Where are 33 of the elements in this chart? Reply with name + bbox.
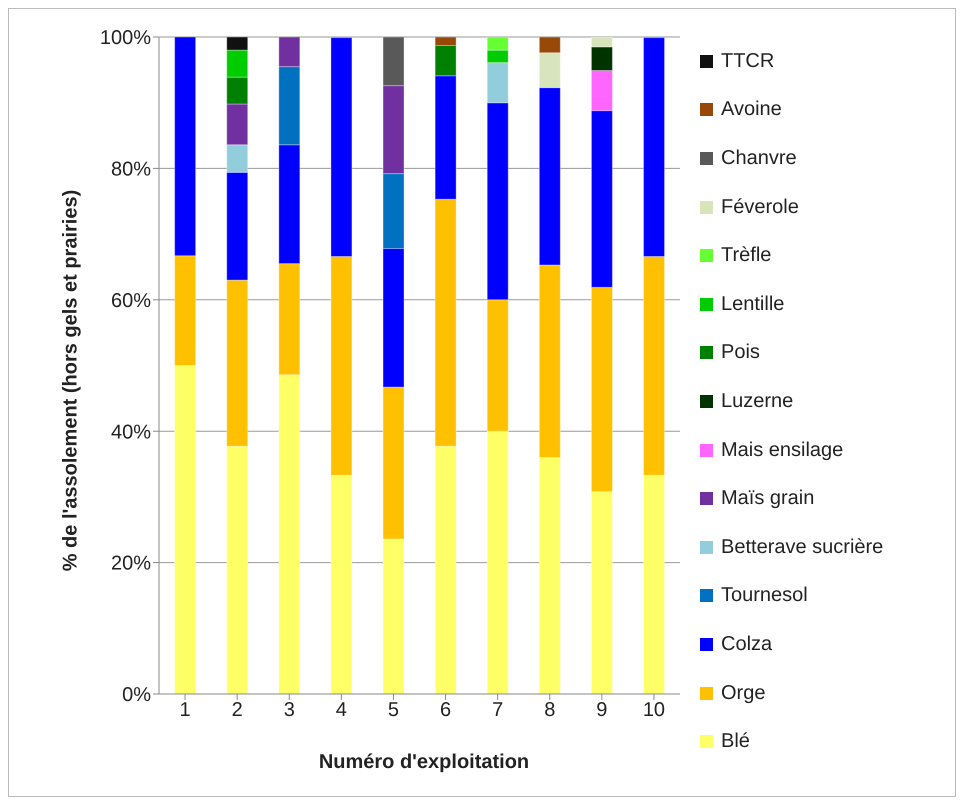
legend-label: TTCR	[721, 50, 774, 73]
legend-label: Chanvre	[721, 147, 797, 170]
legend-label: Tournesol	[721, 584, 808, 608]
y-tick-label: 0%	[122, 684, 152, 706]
y-tick-label: 100%	[100, 27, 152, 50]
legend-label: Mais ensilage	[721, 438, 844, 462]
y-tick-label: 20%	[110, 552, 152, 575]
x-tick-label: 2	[232, 699, 243, 722]
x-tick-label: 8	[544, 699, 556, 722]
legend-label: Luzerne	[721, 390, 794, 413]
x-tick-label: 5	[388, 699, 400, 722]
legend-label: Betterave sucrière	[721, 536, 884, 559]
y-tick-label: 80%	[110, 158, 152, 180]
legend-label: Orge	[721, 682, 766, 705]
legend-label: Lentille	[721, 292, 784, 316]
legend-label: Colza	[721, 632, 772, 656]
x-tick-label: 6	[440, 699, 452, 722]
y-axis-title: % de l'assolement (hors gels et prairies)	[60, 188, 82, 574]
legend-label: Maïs grain	[721, 487, 814, 510]
legend-label: Pois	[721, 341, 760, 364]
x-tick-label: 7	[492, 699, 504, 722]
legend-label: Blé	[721, 730, 750, 754]
x-tick-label: 4	[336, 699, 347, 722]
x-tick-label: 10	[642, 699, 666, 722]
x-tick-label: 1	[179, 699, 191, 722]
y-tick-label: 40%	[110, 421, 152, 444]
x-axis-title: Numéro d'exploitation	[318, 751, 530, 774]
legend-label: Avoine	[721, 98, 782, 122]
x-tick-label: 3	[284, 699, 295, 722]
y-tick-label: 60%	[110, 290, 152, 312]
legend-label: Féverole	[721, 196, 799, 219]
x-tick-label: 9	[596, 699, 608, 722]
legend-label: Trèfle	[721, 244, 772, 268]
